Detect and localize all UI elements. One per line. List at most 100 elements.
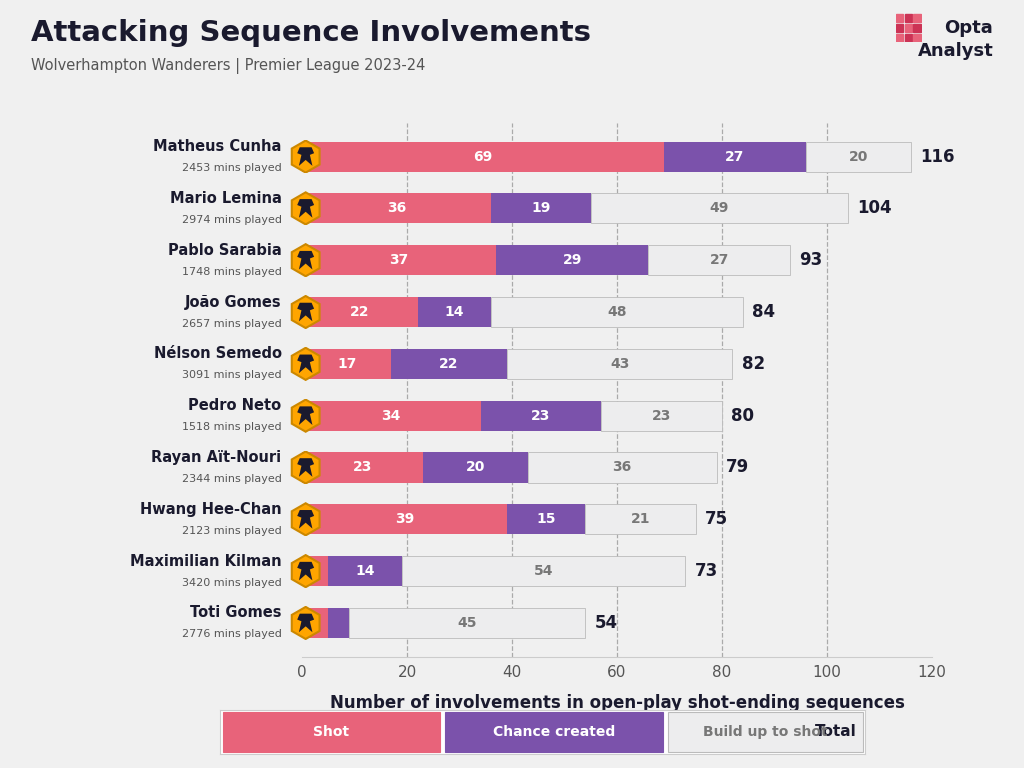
Bar: [302, 349, 391, 379]
Text: Attacking Sequence Involvements: Attacking Sequence Involvements: [31, 19, 591, 47]
Bar: [302, 245, 497, 275]
Text: 82: 82: [741, 355, 765, 372]
Text: 14: 14: [355, 564, 375, 578]
Polygon shape: [297, 355, 314, 373]
Text: 23: 23: [652, 409, 672, 422]
Polygon shape: [297, 251, 314, 270]
Bar: [507, 349, 732, 379]
Text: 54: 54: [595, 614, 618, 632]
Bar: [349, 608, 586, 638]
Text: 3420 mins played: 3420 mins played: [182, 578, 282, 588]
Bar: [492, 194, 591, 223]
Text: Wolverhampton Wanderers | Premier League 2023-24: Wolverhampton Wanderers | Premier League…: [31, 58, 425, 74]
Text: 2453 mins played: 2453 mins played: [182, 163, 282, 173]
Text: Build up to shot: Build up to shot: [702, 725, 827, 739]
Text: 3091 mins played: 3091 mins played: [182, 370, 282, 380]
Bar: [905, 15, 911, 22]
Bar: [591, 194, 848, 223]
Polygon shape: [292, 244, 319, 276]
Bar: [913, 15, 921, 22]
Bar: [896, 24, 903, 32]
Text: Maximilian Kilman: Maximilian Kilman: [130, 554, 282, 568]
Text: Total: Total: [815, 724, 857, 740]
Bar: [896, 34, 903, 42]
Bar: [302, 401, 480, 431]
Polygon shape: [292, 399, 319, 432]
FancyBboxPatch shape: [223, 712, 440, 752]
Text: 29: 29: [562, 253, 582, 267]
Text: 23: 23: [352, 461, 372, 475]
Text: 34: 34: [382, 409, 401, 422]
Text: Hwang Hee-Chan: Hwang Hee-Chan: [140, 502, 282, 517]
Text: Analyst: Analyst: [918, 42, 993, 60]
Text: 22: 22: [350, 305, 370, 319]
Polygon shape: [292, 296, 319, 328]
Polygon shape: [292, 503, 319, 535]
Bar: [391, 349, 507, 379]
Text: 1518 mins played: 1518 mins played: [182, 422, 282, 432]
Text: 15: 15: [537, 512, 556, 526]
Text: 80: 80: [731, 407, 755, 425]
X-axis label: Number of involvements in open-play shot-ending sequences: Number of involvements in open-play shot…: [330, 694, 904, 712]
Polygon shape: [297, 562, 314, 581]
Text: 2123 mins played: 2123 mins played: [182, 526, 282, 536]
Text: 2344 mins played: 2344 mins played: [181, 474, 282, 484]
Text: 79: 79: [726, 458, 750, 476]
Polygon shape: [297, 614, 314, 632]
Text: 48: 48: [607, 305, 627, 319]
Bar: [806, 141, 911, 171]
Bar: [648, 245, 791, 275]
Bar: [507, 505, 586, 535]
Text: 2974 mins played: 2974 mins played: [181, 215, 282, 225]
Bar: [329, 608, 349, 638]
Bar: [302, 297, 418, 327]
Polygon shape: [292, 555, 319, 588]
Text: 2657 mins played: 2657 mins played: [182, 319, 282, 329]
Text: João Gomes: João Gomes: [185, 295, 282, 310]
Text: 17: 17: [337, 357, 356, 371]
Text: Matheus Cunha: Matheus Cunha: [154, 139, 282, 154]
Bar: [905, 24, 911, 32]
Text: 84: 84: [753, 303, 775, 321]
Text: 45: 45: [458, 616, 477, 630]
Bar: [302, 608, 329, 638]
Polygon shape: [297, 303, 314, 321]
Text: 49: 49: [710, 201, 729, 215]
Bar: [423, 452, 527, 482]
Bar: [896, 15, 903, 22]
Text: 43: 43: [610, 357, 630, 371]
Text: 21: 21: [631, 512, 650, 526]
Text: 27: 27: [710, 253, 729, 267]
Text: 93: 93: [800, 251, 823, 270]
Bar: [665, 141, 806, 171]
Bar: [586, 505, 695, 535]
Text: 69: 69: [473, 150, 493, 164]
Polygon shape: [292, 192, 319, 224]
Text: 36: 36: [612, 461, 632, 475]
Polygon shape: [292, 607, 319, 639]
Text: Pedro Neto: Pedro Neto: [188, 398, 282, 413]
Text: Toti Gomes: Toti Gomes: [190, 605, 282, 621]
Bar: [302, 505, 507, 535]
Text: 22: 22: [439, 357, 459, 371]
Text: 20: 20: [466, 461, 485, 475]
Text: 2776 mins played: 2776 mins played: [181, 630, 282, 640]
Text: 104: 104: [857, 200, 892, 217]
Bar: [497, 245, 648, 275]
Bar: [913, 34, 921, 42]
Bar: [302, 452, 423, 482]
Polygon shape: [297, 406, 314, 425]
Bar: [401, 556, 685, 586]
Bar: [527, 452, 717, 482]
Text: 73: 73: [694, 562, 718, 580]
Text: 27: 27: [725, 150, 744, 164]
Text: 19: 19: [531, 201, 551, 215]
FancyBboxPatch shape: [445, 712, 663, 752]
Text: Rayan Aït-Nouri: Rayan Aït-Nouri: [152, 450, 282, 465]
Text: Chance created: Chance created: [493, 725, 615, 739]
Polygon shape: [292, 348, 319, 380]
Polygon shape: [297, 147, 314, 166]
Text: Shot: Shot: [313, 725, 349, 739]
Polygon shape: [292, 141, 319, 173]
Polygon shape: [297, 510, 314, 528]
